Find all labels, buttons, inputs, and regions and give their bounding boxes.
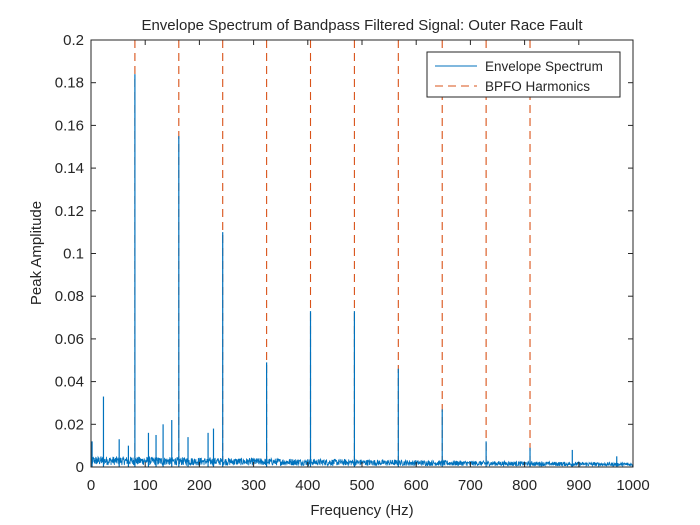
y-tick-label: 0.14	[55, 160, 84, 177]
legend-box	[426, 51, 621, 98]
x-tick-label: 300	[241, 477, 266, 494]
x-tick-label: 600	[404, 477, 429, 494]
y-axis-label: Peak Amplitude	[28, 201, 45, 305]
y-tick-label: 0.06	[55, 331, 84, 348]
y-tick-label: 0.12	[55, 203, 84, 220]
x-tick-label: 900	[566, 477, 591, 494]
y-axis-ticks: 0 0.02 0.04 0.06 0.08 0.1 0.12 0.14 0.16 0.18 0.2	[55, 32, 633, 476]
x-tick-label: 100	[133, 477, 158, 494]
x-tick-label: 500	[349, 477, 374, 494]
x-tick-label: 200	[187, 477, 212, 494]
x-tick-label: 700	[458, 477, 483, 494]
y-tick-label: 0.08	[55, 288, 84, 305]
y-tick-label: 0.02	[55, 416, 84, 433]
chart-title: Envelope Spectrum of Bandpass Filtered S…	[141, 17, 583, 34]
x-tick-label: 400	[295, 477, 320, 494]
x-tick-label: 1000	[616, 477, 649, 494]
y-tick-label: 0.2	[63, 32, 84, 49]
bpfo-harmonic-lines	[134, 40, 531, 467]
plot-area	[91, 40, 633, 467]
y-tick-label: 0	[76, 459, 84, 476]
y-tick-label: 0.18	[55, 75, 84, 92]
legend: Envelope Spectrum BPFO Harmonics	[426, 51, 621, 98]
x-tick-label: 0	[87, 477, 95, 494]
x-axis-ticks: 0 100 200 300 400 500 600 700 800 900 1000	[87, 40, 650, 494]
x-tick-label: 800	[512, 477, 537, 494]
envelope-spectrum-series	[90, 74, 634, 468]
legend-label-bpfo-harmonics: BPFO Harmonics	[485, 79, 590, 94]
x-axis-label: Frequency (Hz)	[310, 502, 413, 519]
y-tick-label: 0.16	[55, 117, 84, 134]
y-tick-label: 0.1	[63, 246, 84, 263]
legend-label-envelope-spectrum: Envelope Spectrum	[485, 59, 603, 74]
y-tick-label: 0.04	[55, 374, 84, 391]
